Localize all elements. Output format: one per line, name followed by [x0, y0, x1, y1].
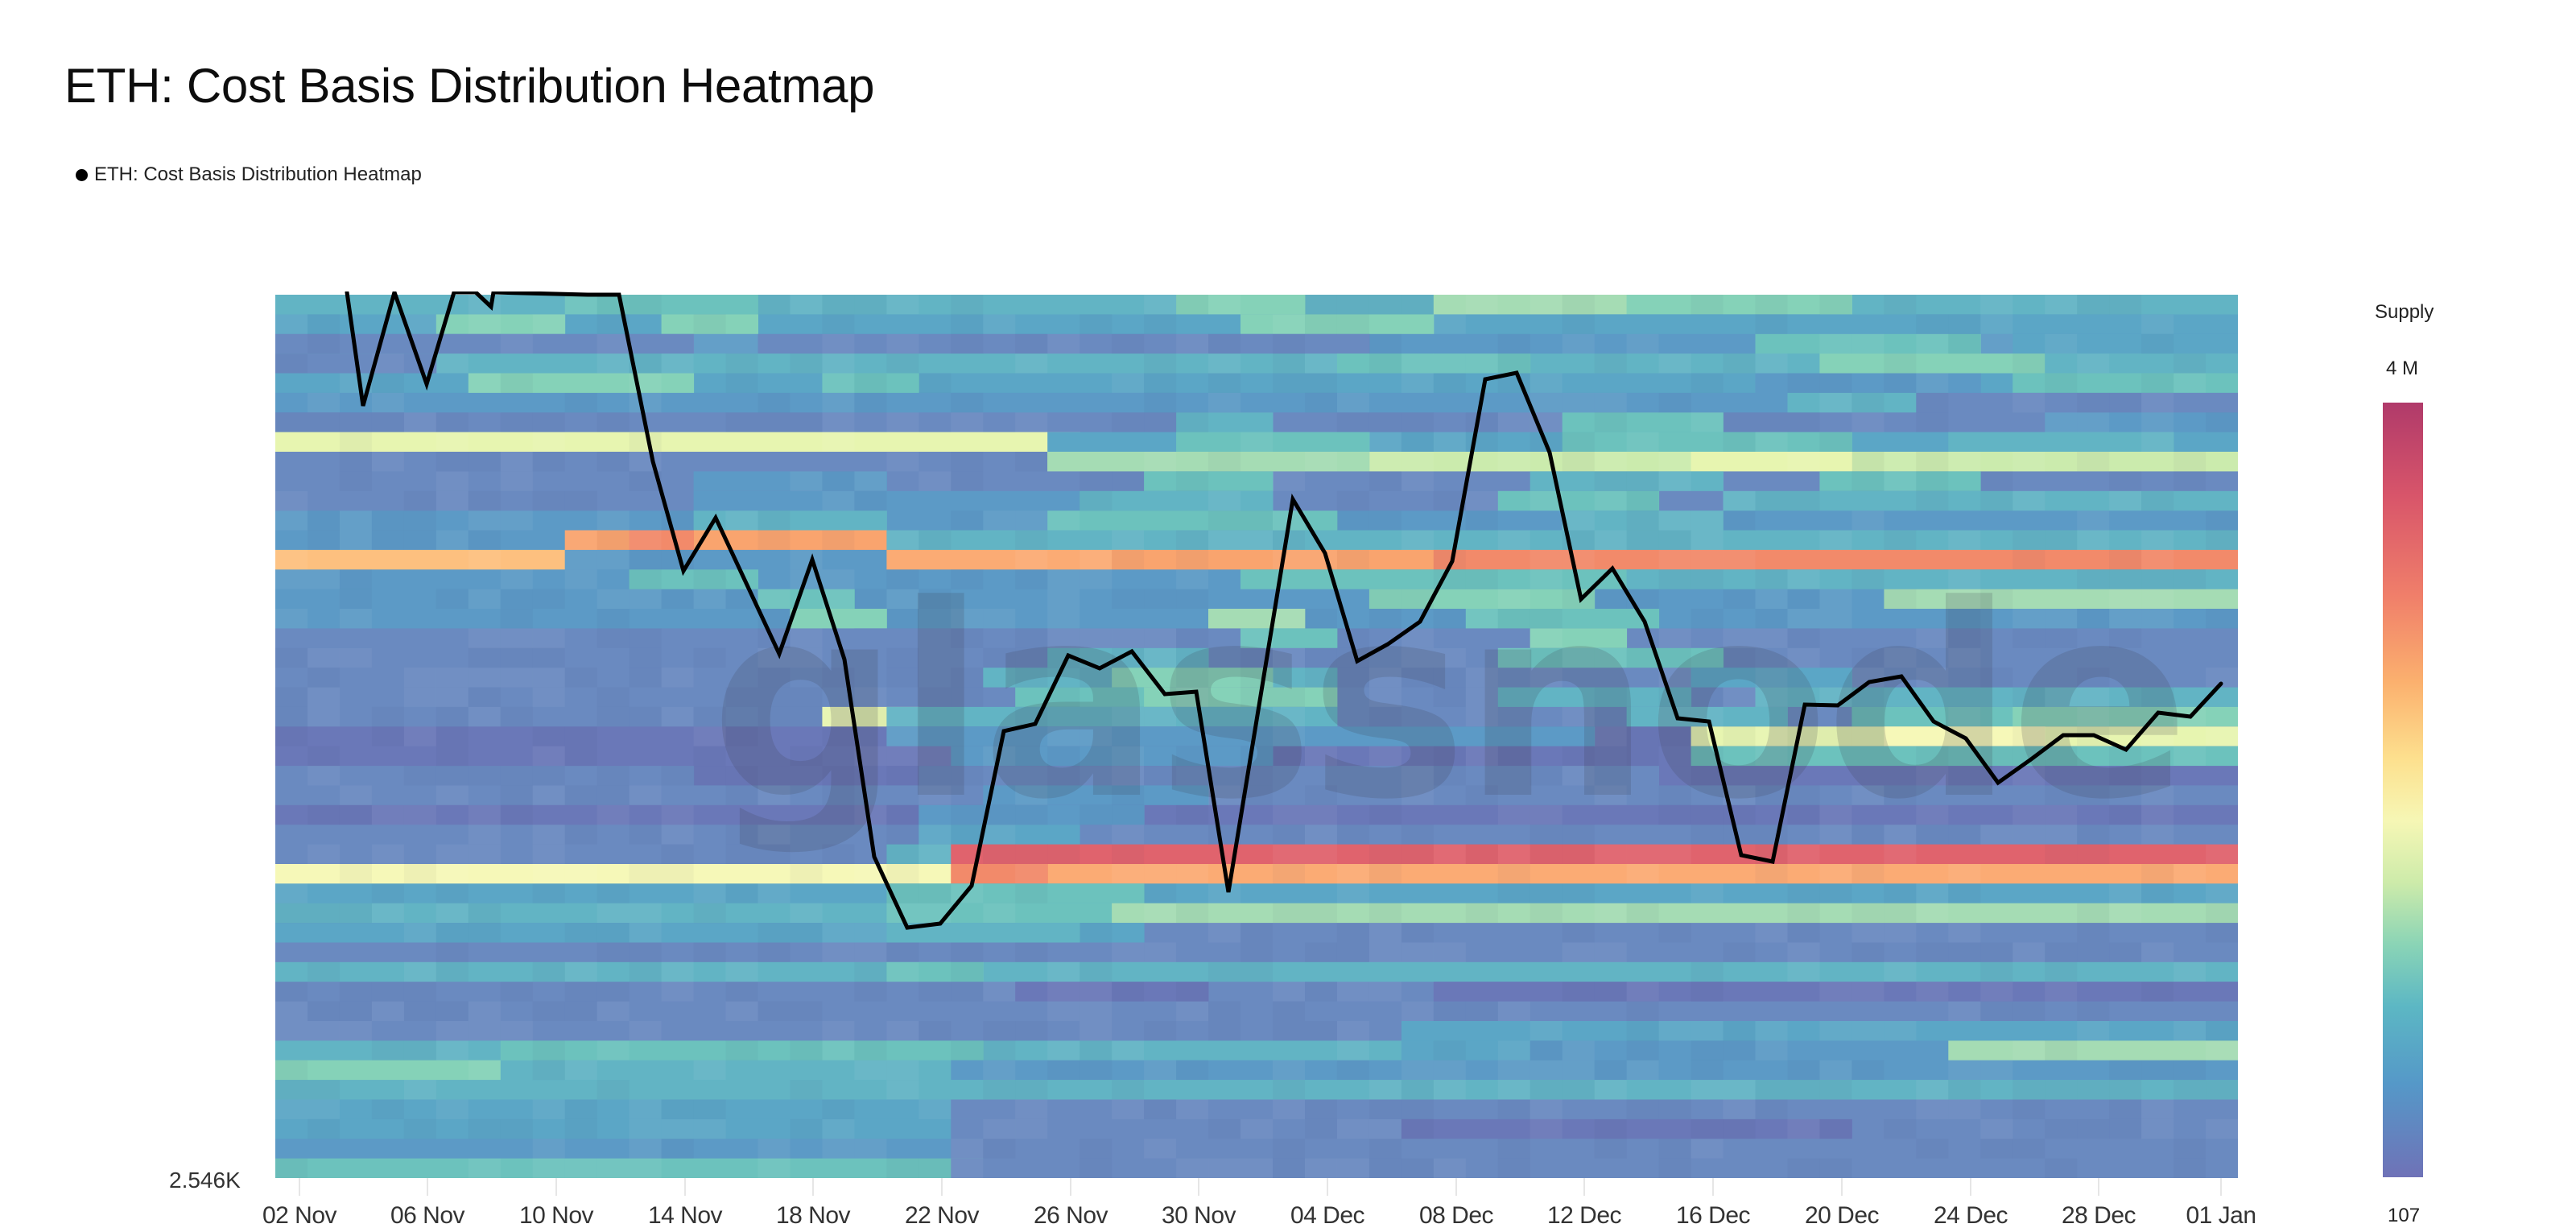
x-tick-label: 04 Dec	[1290, 1202, 1365, 1229]
x-tick	[299, 1178, 300, 1196]
x-tick-label: 02 Nov	[262, 1202, 337, 1229]
heatmap-cells	[275, 295, 2238, 1178]
x-tick-label: 24 Dec	[1933, 1202, 2008, 1229]
x-tick-label: 18 Nov	[775, 1202, 851, 1229]
x-tick-label: 16 Dec	[1675, 1202, 1751, 1229]
colorbar-gradient[interactable]	[2383, 403, 2423, 1177]
heatmap-plot-area[interactable]: glassnode	[275, 295, 2238, 1178]
legend-dot-icon	[76, 168, 88, 181]
x-tick	[1712, 1178, 1714, 1196]
x-tick	[1841, 1178, 1843, 1196]
x-tick	[555, 1178, 557, 1196]
x-tick-label: 14 Nov	[647, 1202, 723, 1229]
legend-label: ETH: Cost Basis Distribution Heatmap	[94, 163, 422, 185]
x-tick-label: 26 Nov	[1033, 1202, 1108, 1229]
x-tick	[812, 1178, 814, 1196]
x-tick-label: 28 Dec	[2061, 1202, 2136, 1229]
chart-legend[interactable]: ETH: Cost Basis Distribution Heatmap	[76, 163, 422, 186]
page-title: ETH: Cost Basis Distribution Heatmap	[64, 59, 875, 113]
x-tick-label: 08 Dec	[1418, 1202, 1494, 1229]
x-tick-label: 12 Dec	[1546, 1202, 1622, 1229]
x-axis: 02 Nov 06 Nov 10 Nov 14 Nov 18 Nov 22 Nov 26 N…	[0, 1178, 2576, 1232]
colorbar-max-label: 4 M	[2386, 358, 2419, 379]
x-tick-label: 01 Jan	[2186, 1202, 2256, 1229]
x-tick	[1970, 1178, 1971, 1196]
x-tick	[427, 1178, 428, 1196]
x-tick	[1583, 1178, 1585, 1196]
x-tick	[1070, 1178, 1071, 1196]
x-tick-label: 30 Nov	[1161, 1202, 1236, 1229]
x-tick-label: 20 Dec	[1804, 1202, 1880, 1229]
x-tick	[1198, 1178, 1199, 1196]
x-tick-label: 06 Nov	[390, 1202, 465, 1229]
colorbar-title: Supply	[2375, 301, 2434, 323]
x-tick	[1327, 1178, 1328, 1196]
x-tick	[941, 1178, 943, 1196]
x-tick	[1455, 1178, 1457, 1196]
colorbar-min-label: 107	[2388, 1205, 2421, 1226]
x-tick	[2098, 1178, 2099, 1196]
y-axis-min-label: 2.546K	[169, 1168, 241, 1193]
x-tick-label: 22 Nov	[904, 1202, 980, 1229]
x-tick	[2220, 1178, 2222, 1196]
x-tick	[684, 1178, 686, 1196]
x-tick-label: 10 Nov	[518, 1202, 594, 1229]
